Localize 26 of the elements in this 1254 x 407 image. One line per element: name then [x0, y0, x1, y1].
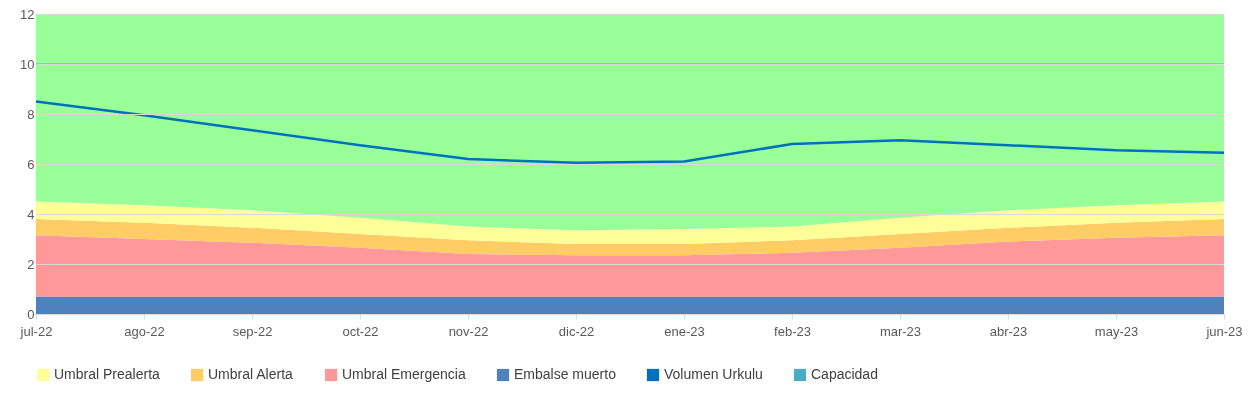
x-tick-label: sep-22	[232, 323, 273, 339]
x-tick-label: mar-23	[879, 323, 922, 339]
legend-label: Umbral Emergencia	[342, 366, 466, 382]
y-tick-label: 12	[20, 6, 35, 22]
x-tick-label: dic-22	[558, 323, 595, 339]
x-tick-label: oct-22	[342, 323, 379, 339]
legend-label: Umbral Alerta	[208, 366, 294, 382]
x-tick-label: abr-23	[989, 323, 1028, 339]
x-tick-label: nov-22	[448, 323, 489, 339]
y-tick-label: 6	[27, 156, 35, 172]
x-tick-label: ago-22	[124, 323, 165, 339]
legend-label: Embalse muerto	[514, 366, 617, 382]
y-tick-label: 4	[27, 206, 35, 222]
x-tick-label: jun-23	[1205, 323, 1243, 339]
x-tick-label: may-23	[1094, 323, 1139, 339]
legend-label: Umbral Prealerta	[54, 366, 161, 382]
legend-label: Capacidad	[811, 366, 878, 382]
y-tick-label: 10	[20, 56, 35, 72]
legend-label: Volumen Urkulu	[664, 366, 763, 382]
y-tick-label: 0	[27, 306, 35, 322]
y-tick-label: 8	[27, 106, 35, 122]
x-tick-label: ene-23	[664, 323, 705, 339]
x-tick-label: feb-23	[774, 323, 811, 339]
x-tick-label: jul-22	[19, 323, 53, 339]
y-tick-label: 2	[27, 256, 35, 272]
line-series	[34, 100, 1226, 164]
